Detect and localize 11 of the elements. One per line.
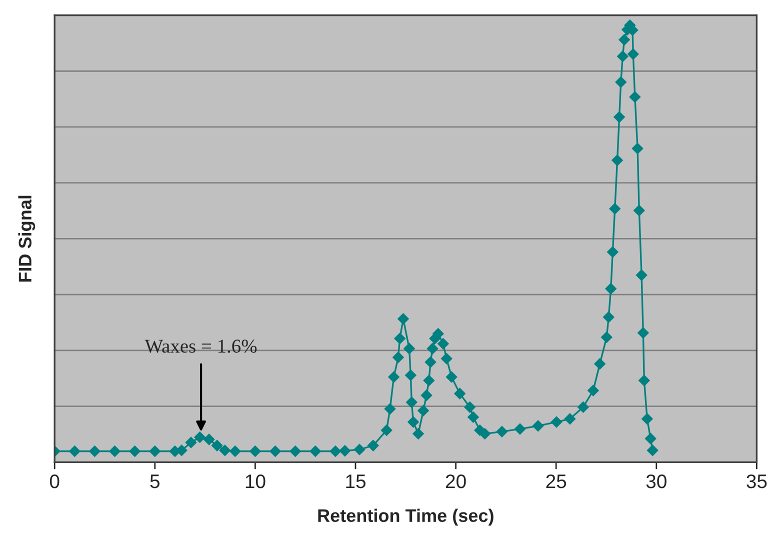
x-tick-label: 20 — [446, 474, 466, 488]
x-tick-label: 0 — [50, 474, 60, 488]
x-tick-label: 10 — [246, 474, 266, 488]
x-tick-label: 5 — [150, 474, 160, 488]
x-tick-label: 25 — [546, 474, 566, 488]
x-axis-title: Retention Time (sec) — [318, 508, 494, 526]
x-tick-label: 35 — [746, 474, 767, 488]
y-axis-title: FID Signal — [18, 196, 36, 282]
x-tick-label: 15 — [346, 474, 366, 488]
x-tick-label: 30 — [646, 474, 666, 488]
annotation: Waxes = 1.6% — [144, 340, 257, 353]
